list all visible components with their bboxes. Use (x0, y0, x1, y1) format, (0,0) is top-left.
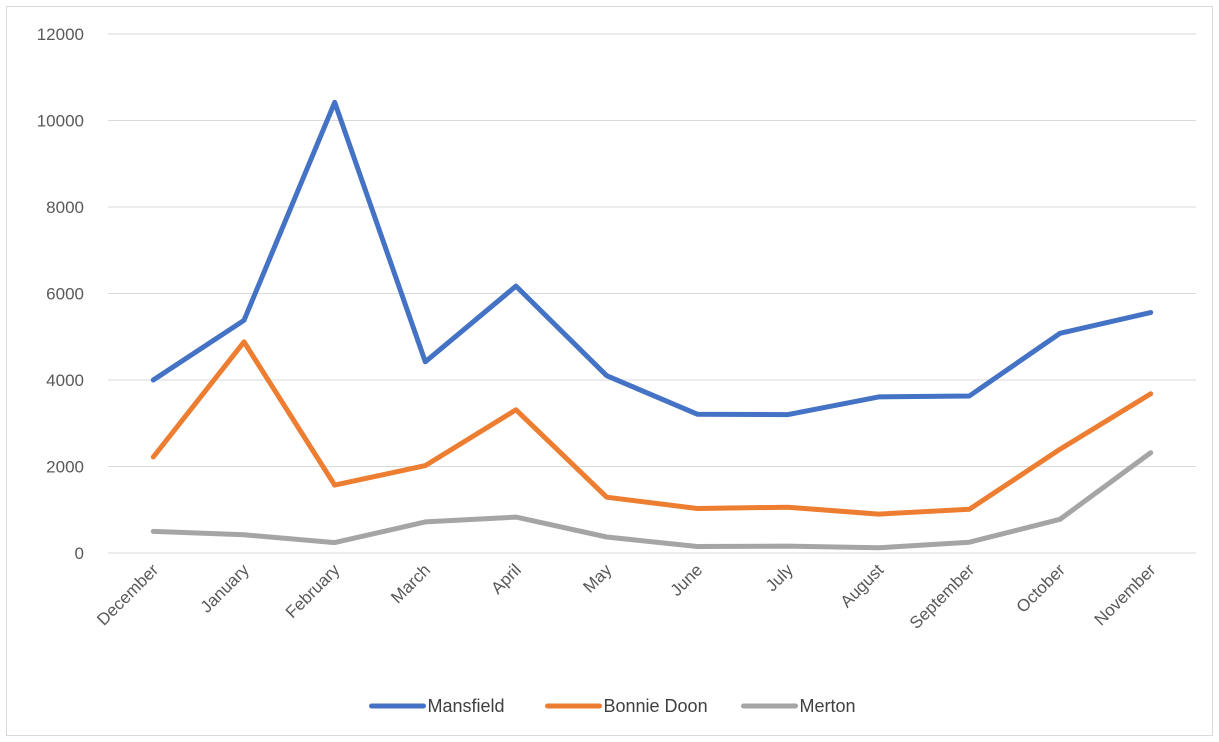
legend-label-bonnie-doon: Bonnie Doon (604, 696, 708, 716)
x-tick-label: September (906, 560, 978, 632)
x-tick-label: June (667, 560, 707, 600)
x-tick-label: July (762, 560, 797, 595)
series-line-mansfield (150, 99, 1154, 418)
x-tick-label: August (837, 560, 888, 611)
series-lines (150, 99, 1154, 551)
x-tick-label: February (282, 560, 344, 622)
series-line-bonnie-doon (150, 339, 1154, 517)
x-tick-label: October (1013, 560, 1069, 616)
x-tick-label: April (487, 560, 524, 597)
x-tick-label: March (387, 560, 434, 607)
chart-frame (6, 6, 1213, 736)
y-tick-label: 6000 (46, 285, 84, 304)
y-tick-label: 0 (75, 544, 84, 563)
y-tick-label: 8000 (46, 198, 84, 217)
x-tick-label: December (93, 560, 162, 629)
legend-label-merton: Merton (800, 696, 856, 716)
y-tick-label: 4000 (46, 371, 84, 390)
y-tick-label: 10000 (37, 112, 84, 131)
x-tick-label: November (1091, 560, 1160, 629)
y-axis-ticks: 0 2000 4000 6000 8000 10000 12000 (37, 25, 84, 563)
series-line-merton (150, 450, 1154, 551)
legend: Mansfield Bonnie Doon Merton (369, 696, 856, 716)
x-tick-label: May (579, 560, 615, 596)
gridlines (108, 33, 1196, 554)
x-tick-label: January (197, 560, 254, 617)
y-tick-label: 2000 (46, 458, 84, 477)
x-axis-ticks: December January February March April May June… (93, 560, 1159, 633)
legend-label-mansfield: Mansfield (428, 696, 505, 716)
y-tick-label: 12000 (37, 25, 84, 44)
